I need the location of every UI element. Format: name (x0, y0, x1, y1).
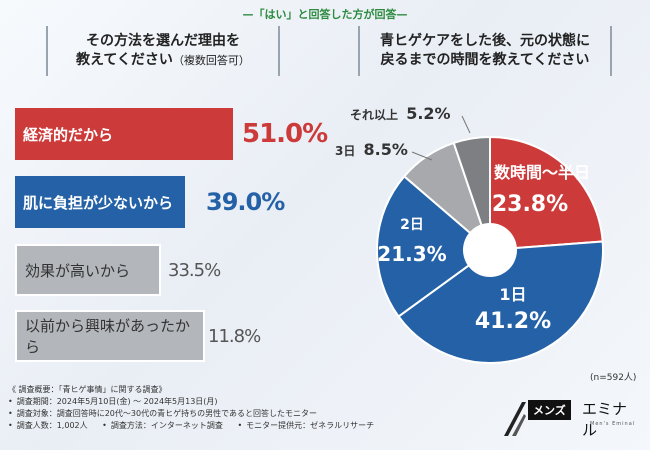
pie-label-hours: 数時間～半日 (494, 163, 590, 182)
survey-target-row: • 調査対象：調査回答時に20代～30代の青ヒゲ持ちの男性であると回答したモニター (8, 408, 448, 420)
bullet-icon: • (8, 421, 13, 430)
pie-outside-label-more: それ以上 5.2% (350, 104, 451, 123)
pie-value-2days: 21.3% (377, 242, 446, 266)
bar-value-economical: 51.0% (242, 119, 328, 149)
survey-heading: 《 調査概要：「青ヒゲ事情」に関する調査》 (8, 385, 167, 394)
survey-method: 調査方法：インターネット調査 (110, 421, 223, 430)
bar-chart-title-line2-wrap: 教えてください（複数回答可） (76, 51, 250, 70)
bullet-icon: • (237, 421, 243, 430)
bullet-icon: • (102, 421, 107, 430)
bar-gentle-on-skin: 肌に負担が少ないから (15, 176, 185, 228)
pie-label-1day: 1日 (499, 285, 526, 304)
bar-value-effective: 33.5% (168, 259, 221, 281)
mens-eminal-logo: メンズ エミナル Men's Eminal (500, 398, 640, 439)
pie-label-more: それ以上 (350, 108, 399, 122)
bar-label-gentle-on-skin: 肌に負担が少ないから (23, 193, 174, 212)
pie-slice-hours (489, 135, 604, 252)
bar-value-interested: 11.8% (208, 325, 261, 347)
logo-box-text: メンズ (528, 400, 571, 420)
logo-sub-text: Men's Eminal (590, 421, 636, 427)
bar-chart-title-note: （複数回答可） (172, 54, 250, 67)
pie-outside-label-3days: 3日 8.5% (335, 140, 408, 159)
pie-slice-1day (397, 240, 604, 364)
survey-summary: 《 調査概要：「青ヒゲ事情」に関する調査》 • 調査期間：2024年5月10日(金… (8, 384, 448, 432)
survey-period-row: • 調査期間：2024年5月10日(金) ～ 2024年5月13日(月) (8, 396, 448, 408)
bar-value-gentle-on-skin: 39.0% (206, 188, 285, 216)
bullet-icon: • (8, 409, 13, 418)
pie-chart: 数時間～半日 23.8% 1日 41.2% 2日 21.3% (376, 135, 604, 364)
pie-center-hole (463, 223, 517, 277)
bar-chart-title: その方法を選んだ理由を 教えてください（複数回答可） (46, 26, 280, 76)
pie-value-1day: 41.2% (475, 309, 551, 334)
pie-value-hours: 23.8% (492, 192, 568, 217)
pie-chart-title: 青ヒゲケアをした後、元の状態に 戻るまでの時間を教えてください (358, 26, 612, 76)
leader-line-3days (411, 151, 433, 161)
pie-value-more: 5.2% (406, 104, 451, 123)
bar-economical: 経済的だから (15, 108, 233, 160)
bar-effective: 効果が高いから (15, 244, 161, 296)
bullet-icon: • (8, 397, 13, 406)
survey-period: 調査期間：2024年5月10日(金) ～ 2024年5月13日(月) (16, 397, 218, 406)
bar-chart-title-line1: その方法を選んだ理由を (86, 33, 240, 49)
bar-chart-title-line2: 教えてください (76, 52, 173, 68)
pie-label-2days: 2日 (400, 217, 424, 233)
survey-provider: モニター提供元：ゼネラルリサーチ (246, 421, 375, 430)
sample-size: (n=592人) (590, 373, 637, 383)
pie-chart-title-line2: 戻るまでの時間を教えてください (380, 52, 590, 68)
bar-label-interested: 以前から興味があったから (25, 317, 191, 356)
logo-mark-icon (504, 402, 526, 436)
bar-label-effective: 効果が高いから (25, 261, 131, 280)
bar-label-economical: 経済的だから (23, 125, 114, 144)
survey-details-row: • 調査人数：1,002人 • 調査方法：インターネット調査 • モニター提供元：ゼネ… (8, 420, 448, 432)
pie-label-3days: 3日 (335, 144, 356, 158)
survey-target: 調査対象：調査回答時に20代～30代の青ヒゲ持ちの男性であると回答したモニター (16, 409, 317, 418)
pie-slice-more (452, 135, 491, 251)
pie-chart-title-line1: 青ヒゲケアをした後、元の状態に (380, 33, 590, 49)
pie-slice-2days (376, 174, 492, 318)
pie-value-3days: 8.5% (363, 140, 408, 159)
filter-label: —「はい」と回答した方が回答— (242, 8, 408, 21)
logo-main-text: エミナル (582, 400, 628, 439)
survey-count: 調査人数：1,002人 (16, 421, 88, 430)
leader-line-more (461, 115, 471, 134)
bar-interested: 以前から興味があったから (15, 310, 205, 362)
